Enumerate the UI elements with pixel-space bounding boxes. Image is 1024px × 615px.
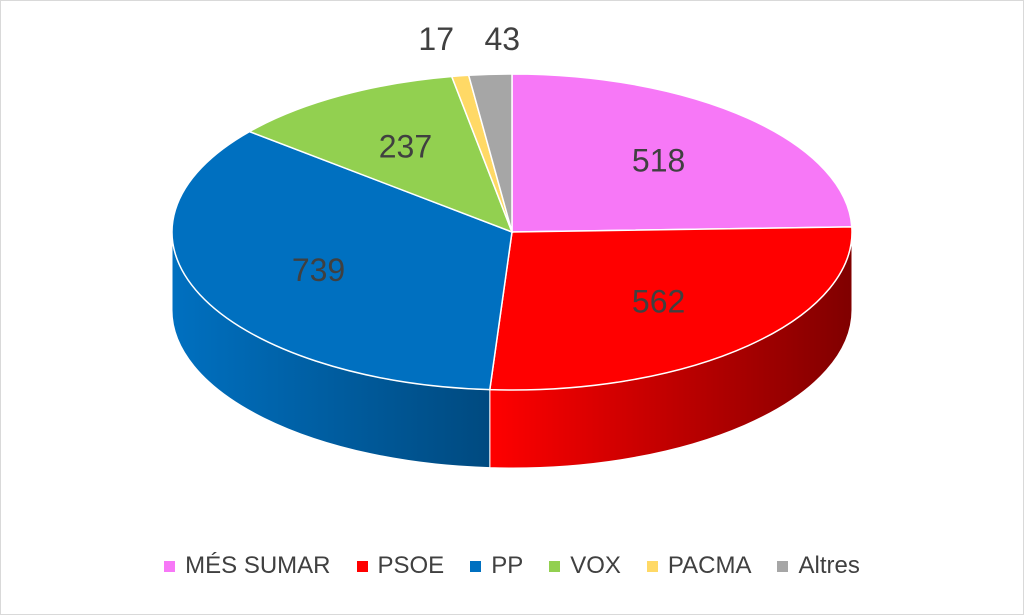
pie-slices <box>171 73 853 391</box>
legend-item-pacma: PACMA <box>646 552 752 580</box>
pie-slice-1 <box>488 226 853 391</box>
data-label-1: 562 <box>632 283 685 319</box>
pie-slice-0 <box>511 73 853 233</box>
legend: MÉS SUMAR PSOE PP VOX PACMA Altres <box>0 552 1024 580</box>
pie-slice-2 <box>171 130 513 391</box>
data-label-2: 739 <box>292 252 345 288</box>
legend-item-pp: PP <box>470 552 523 580</box>
legend-label: Altres <box>798 552 860 579</box>
data-label-4: 17 <box>418 21 454 57</box>
legend-swatch <box>470 560 482 572</box>
legend-swatch <box>164 560 176 572</box>
legend-item-psoe: PSOE <box>356 552 445 580</box>
legend-item-vox: VOX <box>549 552 621 580</box>
data-label-0: 518 <box>632 143 685 179</box>
data-label-3: 237 <box>379 128 432 164</box>
legend-swatch <box>356 560 368 572</box>
data-label-5: 43 <box>485 21 521 57</box>
legend-label: MÉS SUMAR <box>185 552 331 579</box>
legend-label: VOX <box>570 552 621 579</box>
legend-label: PP <box>491 552 524 579</box>
legend-item-mes-sumar: MÉS SUMAR <box>164 552 331 580</box>
data-labels: 518 562 739 237 17 43 <box>292 21 685 319</box>
legend-item-altres: Altres <box>777 552 860 580</box>
legend-swatch <box>549 560 561 572</box>
legend-label: PACMA <box>667 552 752 579</box>
pie-slice-5 <box>467 73 513 233</box>
legend-swatch <box>646 560 658 572</box>
pie-slice-3 <box>247 75 514 234</box>
legend-swatch <box>777 560 789 572</box>
legend-label: PSOE <box>377 552 445 579</box>
